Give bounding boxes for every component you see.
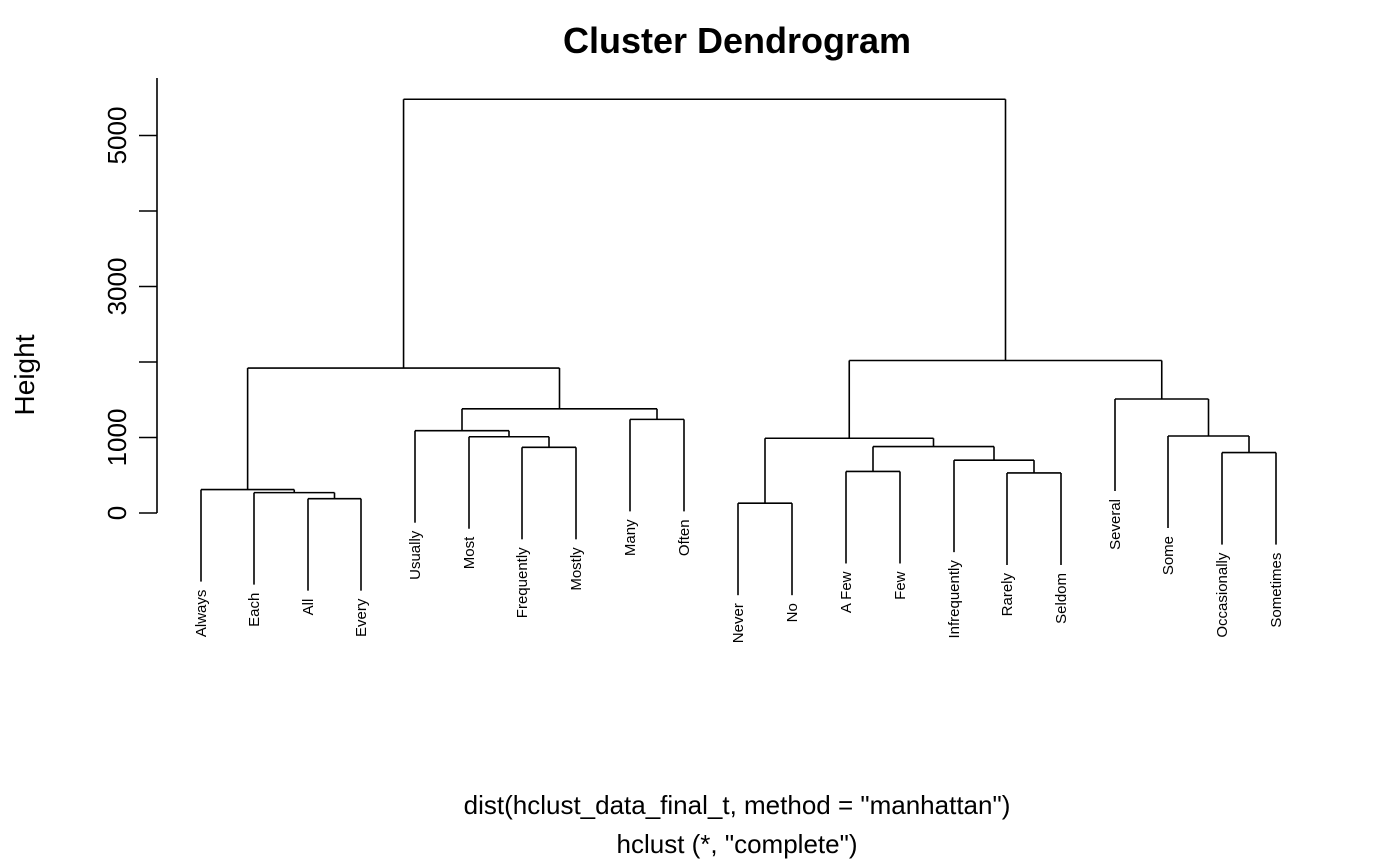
dendrogram-tree — [200, 98, 1277, 596]
y-tick-label-3000: 3000 — [102, 258, 132, 316]
y-axis-ticks: 0 1000 3000 5000 — [102, 107, 157, 520]
y-tick-label-5000: 5000 — [102, 107, 132, 165]
leaf-label-each: Each — [246, 593, 263, 627]
leaf-label-several: Several — [1107, 499, 1124, 550]
leaf-label-never: Never — [730, 603, 747, 643]
chart-title: Cluster Dendrogram — [563, 20, 911, 61]
leaf-label-seldom: Seldom — [1053, 573, 1070, 624]
leaf-label-infrequently: Infrequently — [946, 560, 963, 639]
leaf-label-frequently: Frequently — [514, 547, 531, 618]
leaf-label-occasionally: Occasionally — [1214, 552, 1231, 638]
leaf-labels: All Every Each Always Frequently Mostly Most Us… — [193, 499, 1285, 643]
y-tick-label-0: 0 — [102, 506, 132, 520]
leaf-label-no: No — [784, 603, 801, 622]
leaf-label-some: Some — [1160, 536, 1177, 575]
leaf-label-a-few: A Few — [838, 571, 855, 613]
leaf-label-mostly: Mostly — [568, 547, 585, 591]
leaf-label-rarely: Rarely — [999, 572, 1016, 616]
leaf-label-many: Many — [622, 519, 639, 556]
leaf-label-often: Often — [676, 519, 693, 556]
leaf-label-all: All — [300, 599, 317, 616]
leaf-label-most: Most — [461, 536, 478, 569]
leaf-label-always: Always — [193, 590, 210, 638]
leaf-label-every: Every — [353, 598, 370, 637]
y-axis-title: Height — [9, 334, 40, 415]
method-sublabel: hclust (*, "complete") — [617, 829, 858, 859]
leaf-label-few: Few — [892, 571, 909, 600]
leaf-label-sometimes: Sometimes — [1268, 553, 1285, 628]
x-axis-title: dist(hclust_data_final_t, method = "manh… — [464, 790, 1011, 820]
y-tick-label-1000: 1000 — [102, 409, 132, 467]
leaf-label-usually: Usually — [407, 530, 424, 580]
